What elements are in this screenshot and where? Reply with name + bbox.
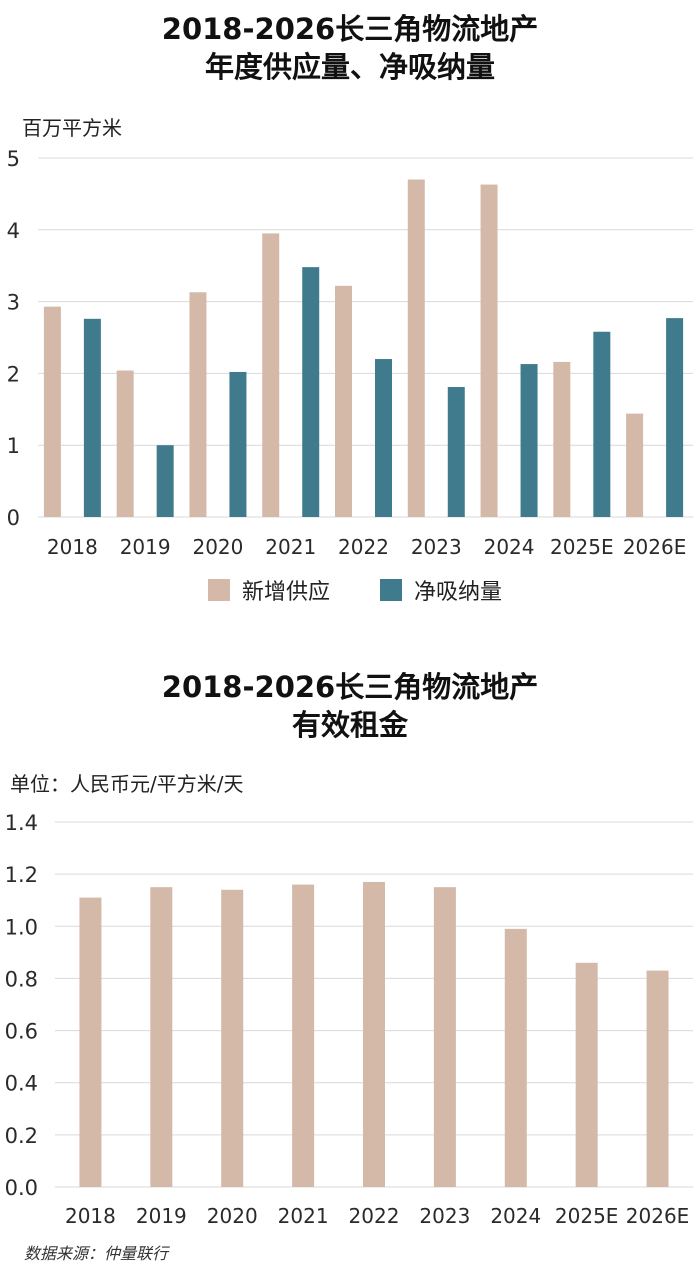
bar-supply [116,370,134,517]
bar-rent [575,962,598,1187]
bar-supply [626,413,644,517]
bar-rent [79,897,102,1187]
bar-supply [189,292,207,517]
bar-rent [433,887,456,1187]
bar-rent [292,884,315,1187]
x-tick-label: 2023 [419,1204,470,1228]
legend-swatch-absorption [380,579,402,601]
bar-absorption [520,364,538,517]
legend-item-absorption: 净吸纳量 [380,574,502,606]
x-tick-label: 2021 [278,1204,329,1228]
chart2-title: 2018-2026长三角物流地产 有效租金 [0,668,700,744]
supply-absorption-chart: 0 1 2 3 4 5 2018 2019 2020 2021 2022 2023 2024 2025E 2… [7,147,693,559]
legend-label-supply: 新增供应 [242,580,331,605]
x-tick-label: 2019 [120,535,171,559]
legend-swatch-supply [208,579,230,601]
chart1-title: 2018-2026长三角物流地产 年度供应量、净吸纳量 [0,10,700,86]
bar-supply [480,184,498,518]
bar-absorption [666,318,684,517]
bar-absorption [375,359,392,517]
x-tick-label: 2020 [192,535,243,559]
x-tick-label: 2018 [65,1204,116,1228]
x-tick-label: 2026E [623,535,687,559]
x-tick-label: 2026E [626,1204,690,1228]
x-tick-label: 2018 [47,535,98,559]
data-source: 数据来源：仲量联行 [24,1244,169,1263]
x-tick-label: 2024 [484,535,535,559]
bar-absorption [229,371,247,517]
bar-supply [335,285,352,517]
y-tick-label: 1.0 [5,915,38,939]
bar-rent [363,881,385,1187]
x-tick-label: 2024 [490,1204,541,1228]
x-tick-label: 2020 [207,1204,258,1228]
chart2-title-line2: 有效租金 [291,708,408,742]
y-tick-label: 1 [7,434,20,458]
bar-rent [646,970,669,1187]
y-tick-label: 0.8 [5,967,38,991]
x-tick-label: 2022 [338,535,389,559]
chart1-unit-label: 百万平方米 [22,116,122,140]
bar-supply [407,179,425,518]
y-tick-label: 5 [7,147,20,171]
y-tick-label: 4 [7,219,20,243]
bar-absorption [447,387,465,517]
legend-label-absorption: 净吸纳量 [414,580,503,605]
y-tick-label: 3 [7,291,20,315]
x-tick-label: 2025E [550,535,614,559]
bar-absorption [156,445,174,517]
y-tick-label: 1.4 [5,811,38,835]
y-tick-label: 0.0 [5,1176,38,1200]
x-tick-label: 2023 [411,535,462,559]
chart1-legend: 新增供应 净吸纳量 [0,574,700,606]
chart1-title-line1: 2018-2026长三角物流地产 [161,12,539,46]
x-tick-label: 2022 [349,1204,400,1228]
bar-supply [553,361,571,517]
y-tick-label: 0 [7,506,20,530]
bar-rent [504,928,527,1187]
chart1-title-line2: 年度供应量、净吸纳量 [204,50,495,84]
bar-absorption [302,267,320,517]
y-tick-label: 0.4 [5,1072,38,1096]
bar-absorption [83,318,101,517]
bar-rent [150,887,173,1187]
y-tick-label: 0.2 [5,1124,38,1148]
bar-supply [43,306,61,517]
chart2-unit-label: 单位：人民币元/平方米/天 [10,772,244,796]
x-tick-label: 2019 [136,1204,187,1228]
bar-supply [262,233,280,517]
rent-chart: 0.0 0.2 0.4 0.6 0.8 1.0 1.2 1.4 2018 2019 2020 2021… [5,811,693,1228]
x-tick-label: 2025E [555,1204,619,1228]
y-tick-label: 0.6 [5,1020,38,1044]
legend-item-supply: 新增供应 [208,574,330,606]
y-tick-label: 2 [7,362,20,386]
chart2-title-line1: 2018-2026长三角物流地产 [161,670,539,704]
bar-absorption [593,331,611,517]
y-tick-label: 1.2 [5,863,38,887]
x-tick-label: 2021 [265,535,316,559]
bar-rent [221,889,244,1187]
